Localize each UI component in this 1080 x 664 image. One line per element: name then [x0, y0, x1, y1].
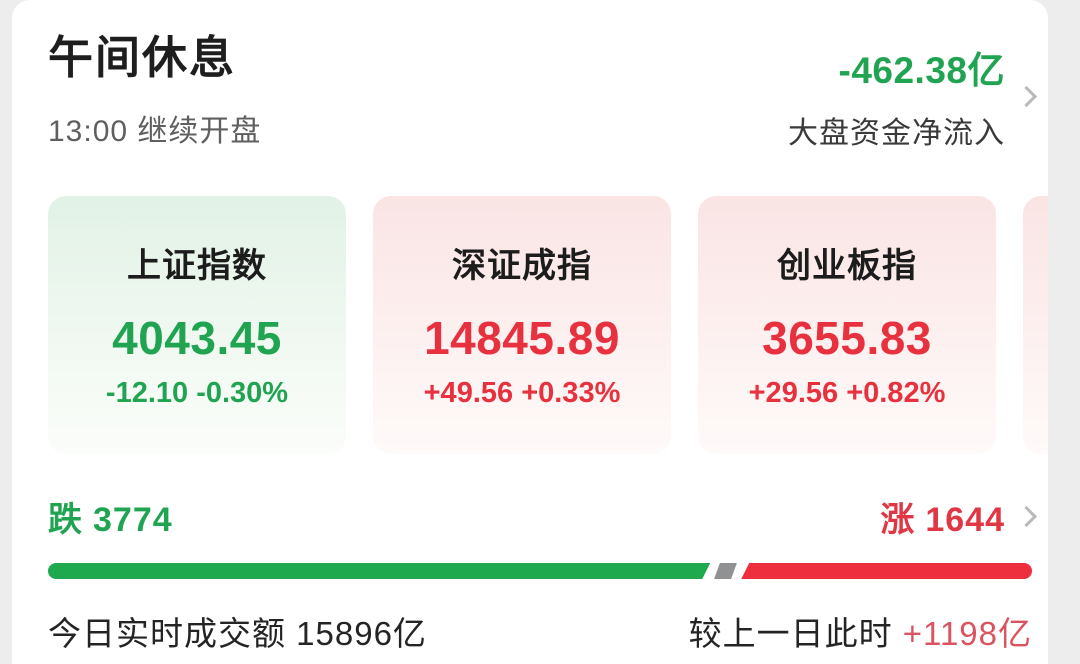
header-left: 午间休息 13:00 继续开盘: [48, 32, 261, 150]
net-flow-value: -462.38亿: [838, 50, 1005, 91]
index-card-chinext[interactable]: 创业板指 3655.83 +29.56 +0.82%: [698, 196, 996, 454]
index-change: -12.10 -0.30%: [105, 377, 289, 409]
index-name: 上证指数: [127, 247, 267, 285]
net-flow-block: -462.38亿 大盘资金净流入: [788, 40, 1005, 152]
index-card-shenzhen[interactable]: 深证成指 14845.89 +49.56 +0.33%: [373, 196, 671, 454]
page-title: 午间休息: [48, 32, 237, 83]
advancers-label: 涨: [880, 501, 916, 539]
turnover-today: 今日实时成交额 15896亿: [48, 607, 427, 655]
breadth-row: 跌 3774 涨 1644: [12, 492, 1048, 541]
turnover-compare-label: 较上一日此时: [688, 615, 893, 652]
index-card-partial[interactable]: [1023, 196, 1048, 454]
index-card-shanghai[interactable]: 上证指数 4043.45 -12.10 -0.30%: [48, 196, 346, 454]
index-change: +29.56 +0.82%: [748, 377, 946, 409]
bar-advancers-segment: [741, 563, 1032, 579]
net-flow-label: 大盘资金净流入: [788, 117, 1005, 150]
turnover-row: 今日实时成交额 15896亿 较上一日此时 +1198亿: [12, 607, 1048, 655]
advance-decline-bar: [48, 563, 1032, 579]
index-cards-row: 上证指数 4043.45 -12.10 -0.30% 深证成指 14845.89…: [12, 196, 1048, 454]
turnover-today-label: 今日实时成交额: [48, 615, 286, 652]
advancers-link[interactable]: 涨 1644: [880, 492, 1038, 541]
bar-decliners-segment: [48, 563, 710, 579]
index-name: 创业板指: [777, 247, 917, 285]
chevron-right-icon[interactable]: [1015, 85, 1038, 107]
index-value: 4043.45: [112, 312, 282, 364]
chevron-right-icon[interactable]: [1015, 505, 1038, 528]
index-name: 深证成指: [452, 247, 592, 285]
resume-time-text: 13:00 继续开盘: [48, 114, 262, 148]
decliners-label: 跌: [48, 501, 83, 539]
index-value: 3655.83: [762, 312, 932, 364]
turnover-today-value: 15896亿: [296, 615, 427, 652]
turnover-compare: 较上一日此时 +1198亿: [689, 607, 1032, 655]
index-value: 14845.89: [424, 312, 620, 364]
header: 午间休息 13:00 继续开盘 -462.38亿 大盘资金净流入: [12, 0, 1048, 152]
advancers-count: 涨 1644: [880, 492, 1005, 541]
decliners-count: 跌 3774: [48, 492, 173, 541]
turnover-compare-value: +1198亿: [902, 615, 1032, 652]
index-change: +49.56 +0.33%: [423, 377, 621, 409]
net-flow-link[interactable]: -462.38亿 大盘资金净流入: [788, 40, 1038, 152]
decliners-value: 3774: [93, 501, 173, 539]
advancers-value: 1644: [925, 501, 1005, 539]
market-panel: 午间休息 13:00 继续开盘 -462.38亿 大盘资金净流入 上证指数 40…: [12, 0, 1048, 664]
